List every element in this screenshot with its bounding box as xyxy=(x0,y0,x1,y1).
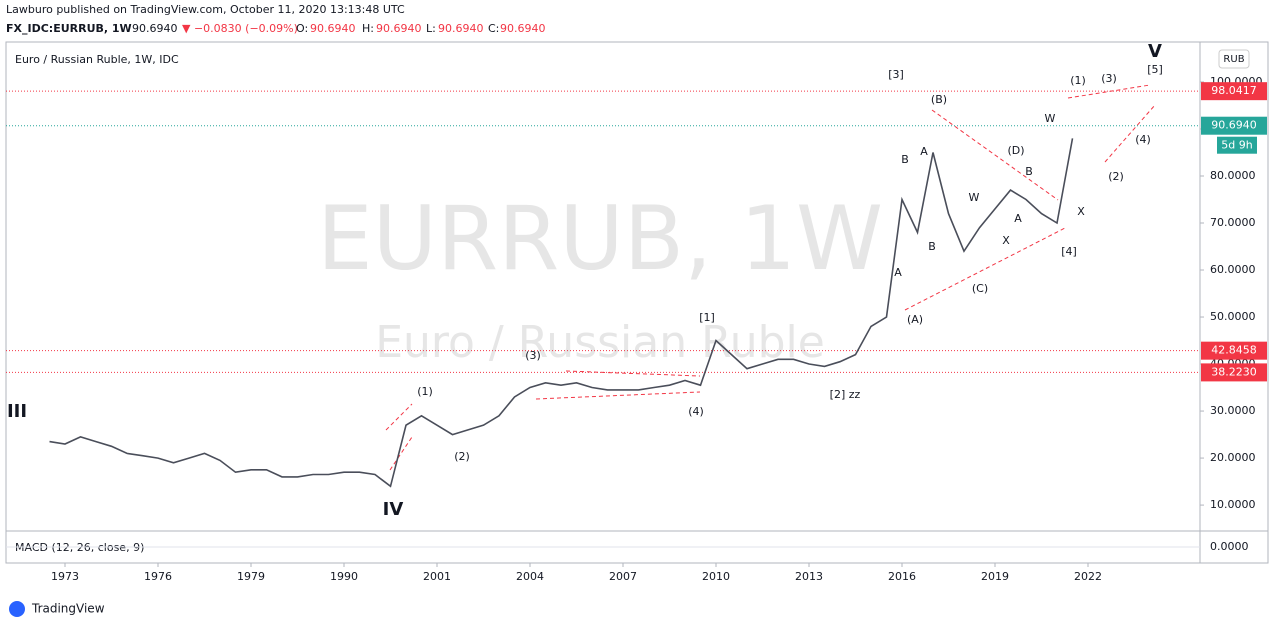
wave-label: W xyxy=(969,191,980,204)
change: ▼ −0.0830 (−0.09%) xyxy=(182,22,298,35)
y-tick-label: 50.0000 xyxy=(1210,310,1256,323)
y-tick-label: 10.0000 xyxy=(1210,498,1256,511)
x-tick-label: 1973 xyxy=(51,570,79,583)
wave-label: A xyxy=(920,145,928,158)
footer: TradingView xyxy=(31,602,105,616)
y-tick-label: 20.0000 xyxy=(1210,451,1256,464)
publisher: Lawburo published on TradingView.com, Oc… xyxy=(6,3,405,16)
watermark: EURRUB, 1W xyxy=(317,187,883,290)
y-tick-label: 80.0000 xyxy=(1210,169,1256,182)
x-tick-label: 2019 xyxy=(981,570,1009,583)
symbol: FX_IDC:EURRUB, 1W xyxy=(6,22,132,35)
wave-label: (B) xyxy=(931,93,947,106)
x-tick-label: 2022 xyxy=(1074,570,1102,583)
wave-label: A xyxy=(1014,212,1022,225)
wave-label: [2] zz xyxy=(830,388,861,401)
h: 90.6940 xyxy=(376,22,422,35)
x-tick-label: 2016 xyxy=(888,570,916,583)
logo xyxy=(9,601,25,617)
wave-label: B xyxy=(1025,165,1033,178)
x-tick-label: 1976 xyxy=(144,570,172,583)
currency-box xyxy=(1218,49,1250,69)
wave-label: (3) xyxy=(525,349,541,362)
x-tick-label: 1990 xyxy=(330,570,358,583)
l-label: L: xyxy=(426,22,436,35)
price-label: 90.6940 xyxy=(1211,119,1257,132)
trendlines xyxy=(385,84,1156,471)
wave-label: (3) xyxy=(1101,72,1117,85)
wave-label: A xyxy=(894,266,902,279)
chart-title: Euro / Russian Ruble, 1W, IDC xyxy=(15,53,179,66)
price-label-box xyxy=(1201,363,1267,382)
wave-label: (4) xyxy=(1135,133,1151,146)
countdown: 5d 9h xyxy=(1221,139,1252,152)
wave-label: (2) xyxy=(1108,170,1124,183)
x-tick-label: 2004 xyxy=(516,570,544,583)
countdown-box xyxy=(1217,136,1257,154)
last: 90.6940 xyxy=(132,22,178,35)
h-label: H: xyxy=(362,22,374,35)
y-tick-label: 60.0000 xyxy=(1210,263,1256,276)
price-label-box xyxy=(1201,116,1267,135)
wave-label: V xyxy=(1148,41,1162,62)
wave-label: B xyxy=(901,153,909,166)
wave-label: (2) xyxy=(454,450,470,463)
wave-label: (1) xyxy=(1070,74,1086,87)
y-tick-label: 30.0000 xyxy=(1210,404,1256,417)
price-label: 42.8458 xyxy=(1211,344,1257,357)
wave-label: (C) xyxy=(972,282,988,295)
price-label: 98.0417 xyxy=(1211,84,1257,97)
price-label: 38.2230 xyxy=(1211,365,1257,378)
wave-label: (D) xyxy=(1007,144,1024,157)
wave-label: [4] xyxy=(1061,245,1077,258)
price-label-box xyxy=(1201,82,1267,101)
c: 90.6940 xyxy=(500,22,546,35)
watermark-subtitle: Euro / Russian Ruble xyxy=(375,317,825,368)
x-tick-label: 2001 xyxy=(423,570,451,583)
wave-label: W xyxy=(1045,112,1056,125)
wave-label: B xyxy=(928,240,936,253)
l: 90.6940 xyxy=(438,22,484,35)
frame xyxy=(5,41,1269,564)
wave-label: (1) xyxy=(417,385,433,398)
wave-label: X xyxy=(1077,205,1085,218)
price-label-box xyxy=(1201,341,1267,360)
wave-label: [3] xyxy=(888,68,904,81)
c-label: C: xyxy=(488,22,499,35)
wave-labels: III IV (1) (2) (3) (4) [1] [2] zz [3] (A… xyxy=(7,41,1163,520)
wave-label: X xyxy=(1002,234,1010,247)
x-tick-label: 1979 xyxy=(237,570,265,583)
wave-label: IV xyxy=(383,499,404,520)
wave-label: III xyxy=(7,401,27,422)
x-tick-label: 2007 xyxy=(609,570,637,583)
wave-label: [1] xyxy=(699,311,715,324)
macd-tick-label: 0.0000 xyxy=(1210,540,1249,553)
x-tick-label: 2010 xyxy=(702,570,730,583)
wave-label: [5] xyxy=(1147,63,1163,76)
wave-label: (4) xyxy=(688,405,704,418)
price-line-series xyxy=(49,138,1074,488)
y-tick-label: 70.0000 xyxy=(1210,216,1256,229)
x-tick-label: 2013 xyxy=(795,570,823,583)
o-label: O: xyxy=(296,22,308,35)
o: 90.6940 xyxy=(310,22,356,35)
wave-label: (A) xyxy=(907,313,923,326)
currency: RUB xyxy=(1223,54,1244,65)
